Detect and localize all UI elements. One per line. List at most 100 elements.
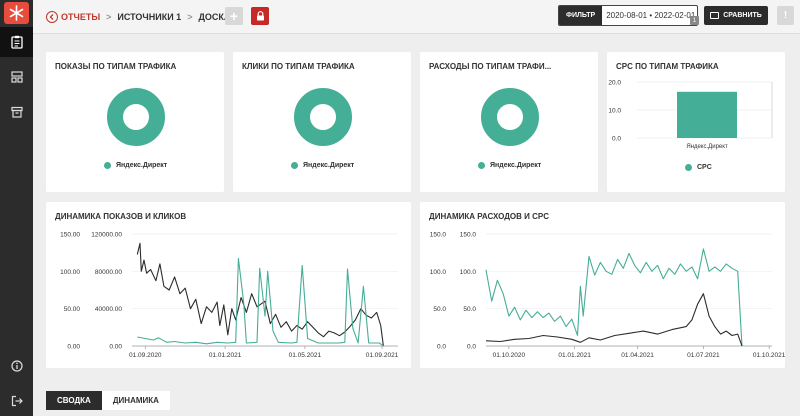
filter-date-range[interactable]: 2020-08-01 • 2022-02-01 [606,11,696,20]
card-title: ПОКАЗЫ ПО ТИПАМ ТРАФИКА [55,62,177,71]
y-tick-label: 10.0 [608,108,621,115]
y-right-tick-label: 150.0 [460,232,477,239]
compare-button[interactable]: СРАВНИТЬ [704,6,768,25]
pie-slice-yandex-direct [107,88,165,146]
series-line-0 [485,248,743,347]
legend-dot [291,162,298,169]
layout-icon [10,71,23,83]
card-impressions-clicks-dynamics: ДИНАМИКА ПОКАЗОВ И КЛИКОВ 150.00 120000.0… [46,202,411,368]
legend-label: Яндекс.Директ [116,162,168,169]
y-right-tick-label: 50.0 [463,306,476,313]
legend-label: Яндекс.Директ [490,162,542,169]
x-tick-label: 01.01.2021 [558,352,591,359]
series-line-1 [485,293,743,347]
breadcrumb-back-link[interactable]: ОТЧЕТЫ [46,11,100,23]
bar-cpc [677,91,737,138]
card-title: CPC ПО ТИПАМ ТРАФИКА [616,62,719,71]
legend-label: CPC [697,164,712,171]
line-chart-impressions-clicks: 150.00 120000.00 100.00 80000.00 50.00 40000.… [60,232,399,360]
y-left-tick-label: 0.0 [437,344,446,351]
y-left-tick-label: 100.00 [60,269,80,276]
sidebar-item-logout[interactable] [0,386,33,416]
chart-legend: CPC [685,164,712,171]
x-tick-label: 01.09.2020 [129,352,162,359]
y-left-tick-label: 150.00 [60,232,80,239]
app-logo[interactable] [4,2,29,24]
y-left-tick-label: 150.0 [430,232,447,239]
breadcrumb: ОТЧЕТЫ > ИСТОЧНИКИ 1 > ДОСКА [46,9,230,25]
breadcrumb-current: ДОСКА [198,12,231,22]
card-title: КЛИКИ ПО ТИПАМ ТРАФИКА [242,62,355,71]
sidebar-item-info[interactable] [0,351,33,381]
tab-summary[interactable]: СВОДКА [46,391,102,410]
x-tick-label: Яндекс.Директ [686,144,728,150]
series-line-1 [137,258,384,347]
x-tick-label: 01.04.2021 [621,352,654,359]
chevron-right-icon: > [106,12,112,22]
y-right-tick-label: 0.00 [109,344,122,351]
bar-chart-cpc: 20.0 10.0 0.0 Яндекс.Директ [608,80,773,150]
y-tick-label: 20.0 [608,80,621,87]
lock-icon [256,11,264,21]
info-icon [10,360,23,372]
line-chart-costs-cpc: 150.0 150.0 100.0 100.0 50.0 50.0 0.0 0.0 01.10.… [430,232,785,360]
chart-legend: Яндекс.Директ [291,162,354,169]
legend-label: Яндекс.Директ [303,162,355,169]
filter-button[interactable]: ФИЛЬТР [559,6,603,25]
sidebar [0,0,33,416]
x-tick-label: 01.07.2021 [687,352,720,359]
y-right-tick-label: 100.0 [460,269,477,276]
donut-chart-costs [480,87,540,147]
y-tick-label: 0.0 [612,136,621,143]
bottom-tabs: СВОДКА ДИНАМИКА [46,391,170,410]
pie-slice-yandex-direct [294,88,352,146]
chart-legend: Яндекс.Директ [478,162,541,169]
filter-count-badge: 1 [690,16,699,25]
card-title: ДИНАМИКА РАСХОДОВ И CPC [429,212,550,221]
monitor-icon [710,12,720,19]
pie-slice-yandex-direct [481,88,539,146]
card-impressions-by-traffic: ПОКАЗЫ ПО ТИПАМ ТРАФИКА Яндекс.Директ [46,52,224,192]
y-right-tick-label: 0.0 [467,344,476,351]
chart-legend: Яндекс.Директ [104,162,167,169]
x-tick-label: 01.09.2021 [366,352,399,359]
donut-chart-impressions [106,87,166,147]
add-widget-button[interactable]: + [225,7,243,25]
compare-label: СРАВНИТЬ [723,12,762,19]
x-tick-label: 01.05.2021 [289,352,322,359]
x-tick-label: 01.10.2021 [753,352,785,359]
y-left-tick-label: 0.00 [67,344,80,351]
sidebar-item-dashboards[interactable] [0,62,33,92]
card-title: РАСХОДЫ ПО ТИПАМ ТРАФИ... [429,62,552,71]
snowflake-logo-icon [9,5,24,21]
y-left-tick-label: 50.00 [64,306,81,313]
chevron-right-icon: > [187,12,193,22]
legend-dot [104,162,111,169]
archive-icon [10,106,23,118]
lock-button[interactable] [251,7,269,25]
clipboard-icon [10,35,23,49]
x-tick-label: 01.01.2021 [209,352,242,359]
breadcrumb-sources[interactable]: ИСТОЧНИКИ 1 [117,12,182,22]
filter-control[interactable]: ФИЛЬТР 2020-08-01 • 2022-02-01 [558,5,698,26]
card-clicks-by-traffic: КЛИКИ ПО ТИПАМ ТРАФИКА Яндекс.Директ [233,52,411,192]
x-tick-label: 01.10.2020 [493,352,526,359]
y-right-tick-label: 120000.00 [91,232,122,239]
legend-dot [685,164,692,171]
chevron-left-icon [46,11,58,23]
y-left-tick-label: 100.0 [430,269,447,276]
donut-chart-clicks [293,87,353,147]
alert-button[interactable]: ! [777,6,794,25]
sidebar-item-archive[interactable] [0,97,33,127]
top-bar: ОТЧЕТЫ > ИСТОЧНИКИ 1 > ДОСКА + ФИЛЬТР 20… [33,0,800,34]
card-cpc-by-traffic: CPC ПО ТИПАМ ТРАФИКА 20.0 10.0 0.0 Яндекс.Д… [607,52,785,192]
legend-dot [478,162,485,169]
card-costs-cpc-dynamics: ДИНАМИКА РАСХОДОВ И CPC 150.0 150.0 100.0 1… [420,202,785,368]
sidebar-item-reports[interactable] [0,27,33,57]
y-right-tick-label: 40000.00 [95,306,122,313]
card-title: ДИНАМИКА ПОКАЗОВ И КЛИКОВ [55,212,187,221]
y-right-tick-label: 80000.00 [95,269,122,276]
series-line-0 [136,242,384,347]
tab-dynamics[interactable]: ДИНАМИКА [101,391,170,410]
breadcrumb-reports: ОТЧЕТЫ [61,12,101,22]
